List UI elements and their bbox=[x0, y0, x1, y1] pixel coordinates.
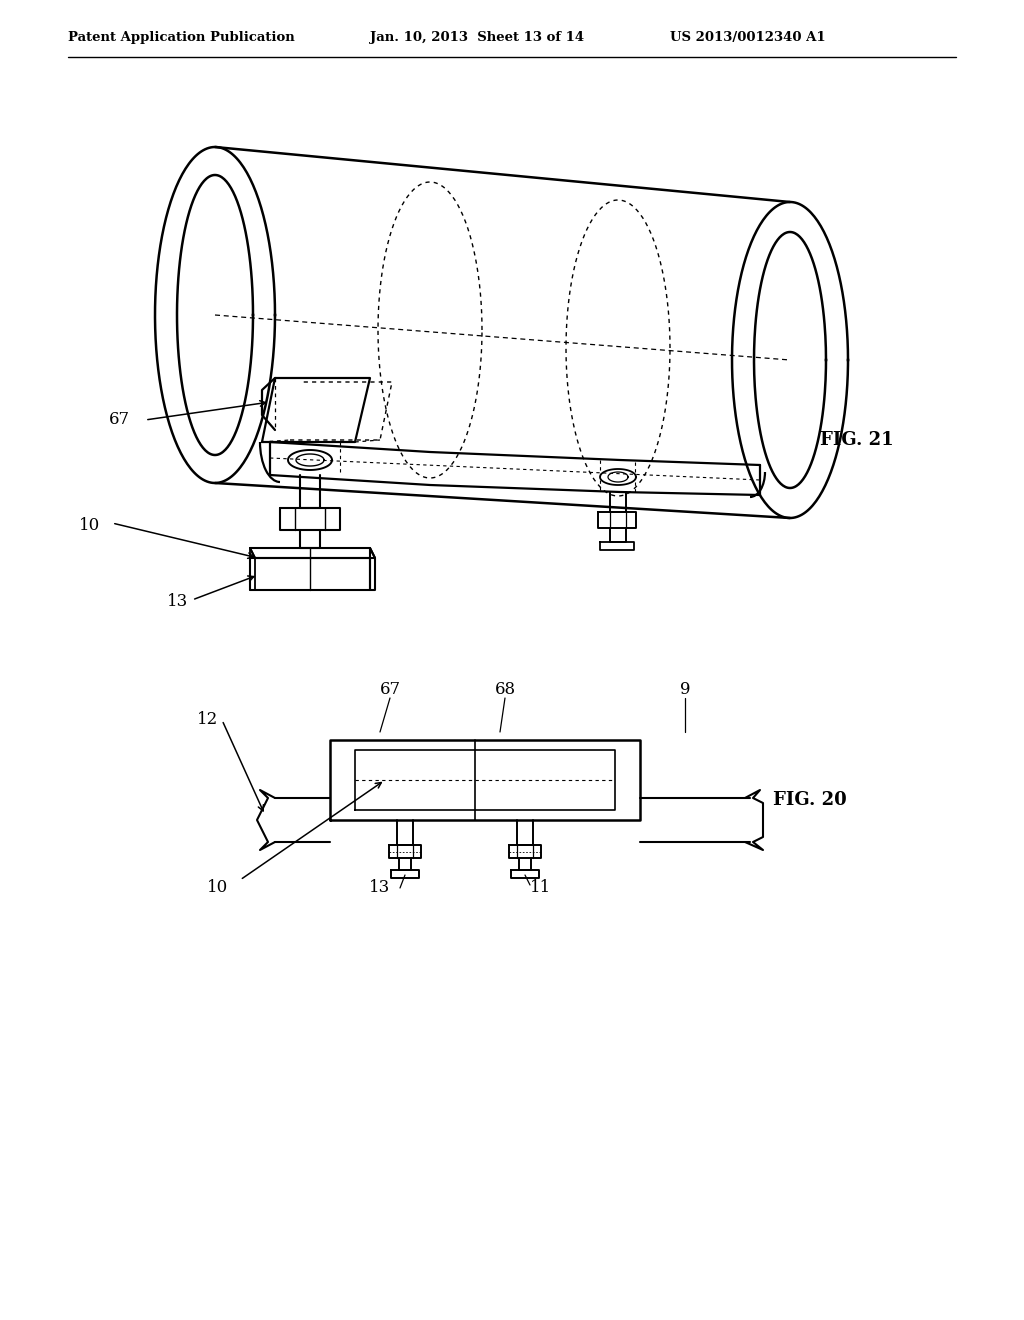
Text: US 2013/0012340 A1: US 2013/0012340 A1 bbox=[670, 30, 825, 44]
Text: 10: 10 bbox=[79, 516, 100, 533]
Text: 12: 12 bbox=[197, 711, 218, 729]
Text: 11: 11 bbox=[530, 879, 551, 896]
Text: 67: 67 bbox=[109, 412, 130, 429]
Text: 68: 68 bbox=[495, 681, 515, 698]
Text: 13: 13 bbox=[167, 594, 188, 610]
Text: Jan. 10, 2013  Sheet 13 of 14: Jan. 10, 2013 Sheet 13 of 14 bbox=[370, 30, 584, 44]
Text: 67: 67 bbox=[380, 681, 400, 698]
Text: 10: 10 bbox=[207, 879, 228, 896]
Text: 13: 13 bbox=[369, 879, 390, 896]
Text: FIG. 20: FIG. 20 bbox=[773, 791, 847, 809]
Text: Patent Application Publication: Patent Application Publication bbox=[68, 30, 295, 44]
Text: FIG. 21: FIG. 21 bbox=[820, 432, 894, 449]
Text: 9: 9 bbox=[680, 681, 690, 698]
